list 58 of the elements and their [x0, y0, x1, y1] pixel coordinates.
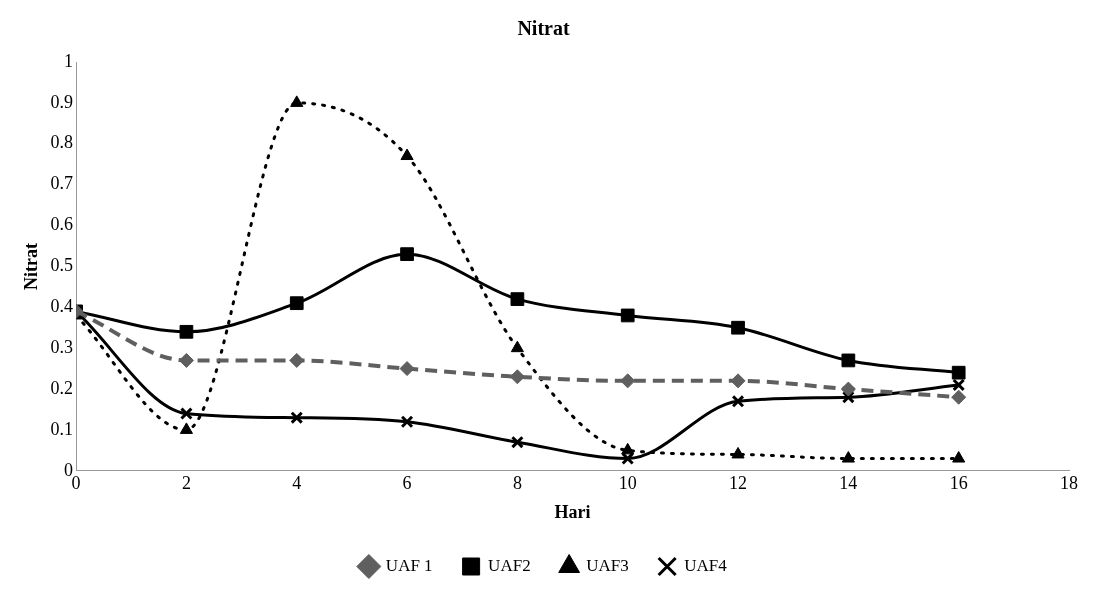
- point: [510, 292, 525, 306]
- point: [400, 415, 414, 429]
- y-axis-title: Nitrat: [21, 242, 42, 290]
- point: [399, 361, 415, 377]
- y-tick-label: 0.5: [50, 255, 74, 276]
- x-tick-label: 14: [839, 473, 858, 494]
- x-tick-label: 12: [729, 473, 748, 494]
- chart-title: Nitrat: [517, 17, 570, 40]
- x-tick-label: 8: [512, 473, 522, 494]
- y-tick-label: 0.2: [50, 377, 74, 398]
- point: [179, 324, 194, 339]
- y-tick-label: 0.4: [50, 296, 74, 317]
- x-tick-label: 18: [1060, 473, 1078, 494]
- point: [290, 95, 304, 107]
- y-tick-label: 0.6: [50, 214, 74, 235]
- x-tick-label: 2: [181, 473, 191, 494]
- point: [951, 389, 967, 405]
- point: [841, 451, 855, 463]
- legend-label: UAF4: [684, 555, 728, 575]
- x-axis-title: Hari: [554, 501, 591, 522]
- y-tick-label: 0.3: [50, 336, 74, 357]
- point: [510, 340, 524, 353]
- point: [620, 308, 635, 323]
- point: [730, 373, 746, 389]
- y-tick-label: 0.1: [50, 418, 74, 439]
- point: [509, 369, 525, 385]
- point: [400, 247, 414, 261]
- x-tick-label: 4: [292, 473, 302, 494]
- point: [951, 365, 966, 380]
- point: [952, 378, 966, 392]
- point: [731, 320, 745, 335]
- legend-label: UAF 1: [385, 555, 433, 575]
- point: [510, 435, 524, 449]
- point: [289, 352, 305, 368]
- point: [400, 148, 414, 161]
- x-tick-label: 10: [618, 473, 637, 494]
- y-tick-label: 0.9: [50, 91, 74, 112]
- point: [841, 353, 856, 368]
- x-tick-label: 16: [949, 473, 968, 494]
- point: [952, 451, 966, 463]
- y-tick-label: 0.7: [50, 173, 74, 194]
- point: [179, 422, 193, 434]
- point: [289, 296, 304, 311]
- point: [179, 407, 193, 421]
- point: [621, 452, 635, 465]
- point: [290, 411, 304, 425]
- y-tick-label: 0.8: [50, 132, 74, 153]
- point: [620, 373, 636, 389]
- point: [841, 390, 855, 404]
- y-tick-label: 1: [64, 50, 74, 71]
- point: [621, 442, 635, 455]
- point: [178, 352, 194, 368]
- point: [840, 381, 856, 397]
- point: [731, 446, 745, 459]
- legend-label: UAF3: [586, 555, 629, 575]
- point: [731, 394, 745, 408]
- legend-label: UAF2: [488, 555, 531, 575]
- x-tick-label: 6: [402, 473, 412, 494]
